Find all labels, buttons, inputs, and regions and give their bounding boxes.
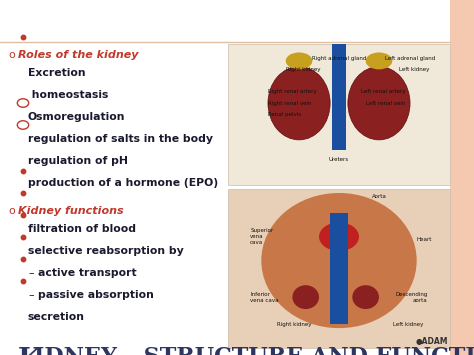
Text: Osmoregulation: Osmoregulation [28, 112, 126, 122]
Text: ●ADAM: ●ADAM [416, 337, 448, 346]
Text: Excretion: Excretion [28, 68, 86, 78]
Text: regulation of salts in the body: regulation of salts in the body [28, 134, 213, 144]
Text: Right kidney: Right kidney [277, 322, 311, 327]
Text: passive absorption: passive absorption [38, 290, 154, 300]
Text: Left kidney: Left kidney [399, 67, 429, 72]
Text: secretion: secretion [28, 312, 85, 322]
Text: Left adrenal gland: Left adrenal gland [385, 56, 435, 61]
Text: Inferior
vena cava: Inferior vena cava [250, 292, 279, 302]
Ellipse shape [319, 222, 359, 251]
Ellipse shape [292, 285, 319, 309]
Ellipse shape [261, 193, 417, 328]
Text: regulation of pH: regulation of pH [28, 156, 128, 166]
Bar [228, 189, 450, 348]
Bar [332, 44, 346, 150]
Text: Aorta: Aorta [372, 195, 387, 200]
Ellipse shape [348, 66, 410, 140]
Text: Renal pelvis: Renal pelvis [268, 112, 301, 117]
Text: Roles of the kidney: Roles of the kidney [18, 50, 138, 60]
Text: o: o [9, 206, 15, 216]
Text: IDNEY – STRUCTURE AND FUNCTION: IDNEY – STRUCTURE AND FUNCTION [34, 346, 474, 355]
Text: Kidney functions: Kidney functions [18, 206, 124, 216]
Text: Left renal vein: Left renal vein [366, 101, 406, 106]
Ellipse shape [365, 53, 392, 69]
Text: filtration of blood: filtration of blood [28, 224, 136, 234]
Text: Left renal artery: Left renal artery [361, 89, 406, 94]
Ellipse shape [286, 53, 312, 69]
Text: Left kidney: Left kidney [393, 322, 423, 327]
Text: Superior
vena
cava: Superior vena cava [250, 228, 273, 245]
Ellipse shape [268, 66, 330, 140]
Text: K: K [18, 347, 42, 355]
Text: active transport: active transport [38, 268, 137, 278]
Ellipse shape [352, 285, 379, 309]
Text: Heart: Heart [417, 237, 432, 242]
Text: Descending
aorta: Descending aorta [395, 292, 428, 302]
Text: homeostasis: homeostasis [28, 90, 109, 100]
Text: Right adrenal gland: Right adrenal gland [312, 56, 366, 61]
Text: selective reabsorption by: selective reabsorption by [28, 246, 184, 256]
Text: –: – [28, 268, 34, 278]
Bar [228, 44, 450, 185]
Text: o: o [9, 50, 15, 60]
Text: Right renal vein: Right renal vein [268, 101, 311, 106]
Bar [330, 213, 348, 324]
Text: production of a hormone (EPO): production of a hormone (EPO) [28, 178, 218, 188]
Text: Right kidney: Right kidney [286, 67, 321, 72]
Bar [450, 0, 474, 355]
Text: Right renal artery: Right renal artery [268, 89, 317, 94]
Text: –: – [28, 290, 34, 300]
Text: Ureters: Ureters [329, 157, 349, 162]
